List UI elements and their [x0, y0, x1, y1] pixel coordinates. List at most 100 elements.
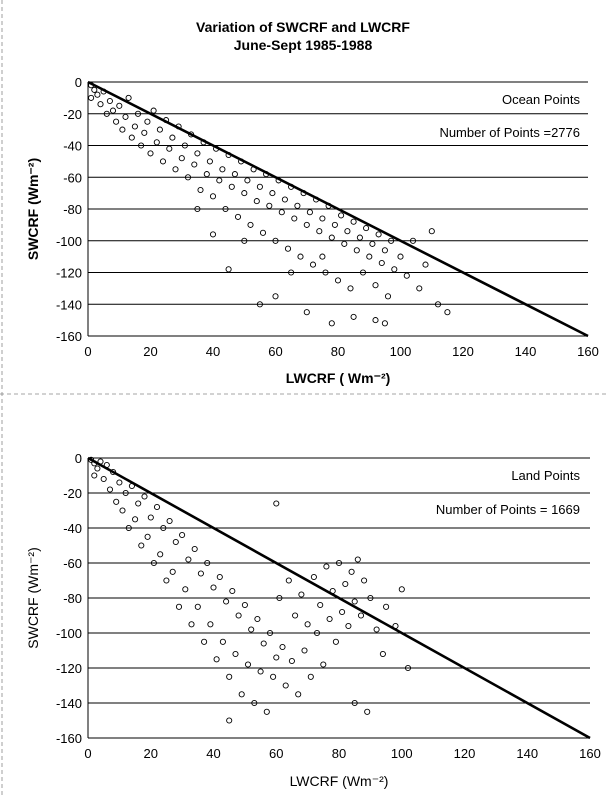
ocean-data-point [353, 247, 360, 254]
ocean-data-point [325, 202, 332, 209]
land-data-point [357, 612, 365, 619]
ocean-data-point [409, 237, 417, 244]
ocean-data-point [306, 209, 313, 216]
ocean-data-point [397, 253, 404, 260]
ocean-data-point [122, 113, 129, 120]
land-data-point [392, 622, 399, 630]
ocean-x-tick-label: 40 [206, 344, 220, 359]
land-data-point [248, 626, 255, 633]
ocean-data-point [200, 139, 207, 146]
land-data-point [257, 668, 264, 675]
land-points [88, 456, 412, 724]
land-data-point [404, 664, 412, 672]
ocean-annotation-label: Ocean Points [502, 92, 581, 107]
ocean-data-point [94, 91, 101, 98]
ocean-data-point [231, 171, 238, 178]
ocean-data-point [225, 151, 232, 159]
land-data-point [254, 615, 261, 623]
land-data-point [169, 568, 176, 575]
ocean-data-point [366, 253, 373, 260]
land-y-axis-label: SWCRF (Wm⁻²) [25, 547, 41, 648]
ocean-data-point [163, 117, 170, 124]
land-data-point [213, 656, 220, 663]
ocean-data-point [309, 261, 317, 268]
land-data-point [204, 559, 211, 567]
ocean-data-point [256, 183, 263, 190]
ocean-data-point [178, 155, 185, 162]
land-annotation-label: Land Points [511, 468, 580, 483]
land-data-point [361, 577, 368, 584]
land-data-point [144, 533, 151, 540]
ocean-data-point [378, 259, 385, 267]
ocean-data-point [238, 158, 245, 165]
land-data-point [141, 493, 148, 500]
ocean-points [88, 82, 451, 327]
ocean-data-point [284, 245, 292, 252]
ocean-data-point [131, 123, 138, 130]
land-data-point [179, 531, 186, 539]
land-data-point [113, 498, 120, 505]
ocean-data-point [225, 266, 232, 273]
land-data-point [223, 598, 230, 605]
ocean-data-point [144, 118, 151, 125]
ocean-reference-line [87, 80, 589, 338]
land-data-point [219, 638, 226, 645]
land-data-point [279, 643, 286, 651]
ocean-data-point [350, 313, 357, 320]
ocean-x-tick-label: 140 [515, 344, 537, 359]
ocean-data-point [188, 131, 195, 138]
ocean-data-point [344, 228, 351, 235]
ocean-data-point [206, 158, 213, 165]
land-data-point [304, 621, 311, 628]
ocean-x-tick-label: 20 [143, 344, 157, 359]
ocean-data-point [209, 231, 217, 238]
ocean-data-point [103, 110, 110, 117]
land-data-point [191, 545, 198, 553]
land-x-tick-label: 160 [579, 746, 601, 761]
ocean-data-point [313, 196, 320, 203]
ocean-data-point [184, 174, 192, 181]
land-data-point [100, 475, 107, 483]
ocean-data-point [259, 229, 267, 236]
ocean-data-point [272, 293, 279, 300]
ocean-point-count: Number of Points =2776 [439, 125, 580, 140]
ocean-data-point [125, 94, 132, 101]
ocean-data-point [213, 145, 220, 152]
ocean-data-point [194, 205, 201, 213]
land-data-point [354, 556, 361, 563]
ocean-data-point [234, 213, 242, 220]
ocean-data-point [269, 190, 276, 197]
ocean-data-point [119, 126, 126, 133]
ocean-x-tick-label: 0 [84, 344, 91, 359]
land-data-point [188, 621, 195, 628]
ocean-y-tick-label: -160 [56, 329, 82, 344]
ocean-data-point [191, 161, 198, 168]
land-x-tick-label: 60 [269, 746, 283, 761]
figure-title: Variation of SWCRF and LWCRF [196, 19, 410, 35]
land-data-point [226, 673, 233, 680]
ocean-data-point [241, 237, 248, 244]
ocean-data-point [150, 107, 157, 114]
ocean-x-tick-label: 100 [390, 344, 412, 359]
land-data-point [282, 682, 289, 689]
ocean-data-point [428, 228, 435, 235]
ocean-data-point [363, 225, 370, 232]
land-x-tick-label: 40 [206, 746, 220, 761]
ocean-data-point [338, 212, 345, 219]
land-y-tick-label: -60 [63, 556, 82, 571]
ocean-y-axis-label: SWCRF (Wm⁻²) [25, 158, 41, 260]
land-data-point [307, 673, 314, 680]
land-data-point [229, 587, 236, 595]
land-data-point [201, 638, 208, 645]
land-x-tick-label: 140 [516, 746, 538, 761]
ocean-data-point [322, 269, 329, 276]
land-x-tick-label: 80 [332, 746, 346, 761]
land-plot-frame [87, 458, 590, 739]
land-x-axis-label: LWCRF (Wm⁻²) [290, 773, 389, 789]
ocean-data-point [328, 234, 335, 241]
ocean-data-point [219, 166, 226, 173]
ocean-data-point [256, 301, 263, 308]
land-data-point [339, 608, 346, 616]
ocean-one-to-one-line [87, 80, 589, 338]
land-data-point [94, 465, 101, 472]
